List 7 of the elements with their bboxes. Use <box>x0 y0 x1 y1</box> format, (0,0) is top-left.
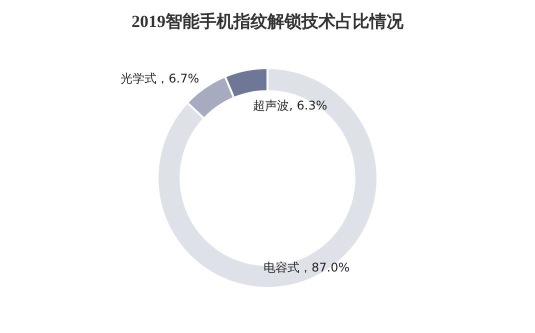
data-label: ，6.7% <box>156 72 200 86</box>
chart-title: 2019智能手机指纹解锁技术占比情况 <box>130 11 404 33</box>
data-label: ，87.0% <box>300 260 350 274</box>
slice-label: 电容式 <box>264 260 300 274</box>
slice-label: 光学式 <box>120 72 157 86</box>
data-label: , 6.3% <box>289 98 328 113</box>
slice-label: 超声波 <box>253 98 290 113</box>
